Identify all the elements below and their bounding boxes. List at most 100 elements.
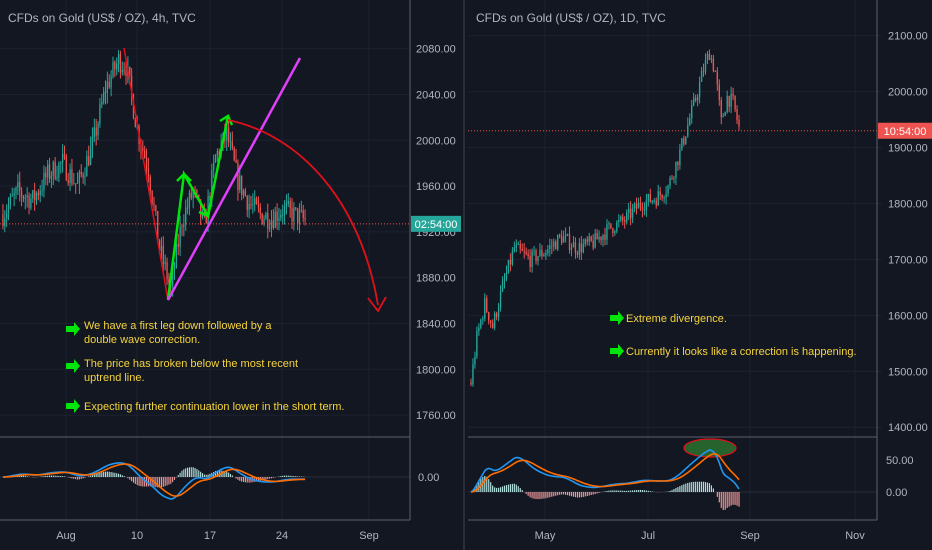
- candle[interactable]: [541, 244, 543, 260]
- candle[interactable]: [125, 61, 127, 85]
- candle[interactable]: [606, 219, 608, 245]
- candle[interactable]: [570, 243, 573, 257]
- candle[interactable]: [164, 254, 166, 271]
- candle[interactable]: [268, 219, 271, 233]
- candle[interactable]: [486, 295, 488, 314]
- candle[interactable]: [692, 92, 695, 107]
- candle[interactable]: [490, 320, 492, 328]
- candle[interactable]: [590, 235, 592, 243]
- candle[interactable]: [683, 135, 685, 147]
- candle[interactable]: [259, 203, 261, 220]
- candle[interactable]: [149, 174, 151, 198]
- candle[interactable]: [302, 204, 304, 223]
- candle[interactable]: [166, 257, 168, 285]
- candle[interactable]: [144, 145, 146, 159]
- price-axis-1d[interactable]: 1400.00 1500.00 1600.00 1700.00 1800.00 1900.…: [888, 31, 928, 435]
- candle[interactable]: [708, 49, 711, 61]
- candle[interactable]: [106, 71, 109, 104]
- candle[interactable]: [270, 209, 273, 238]
- candle[interactable]: [287, 193, 289, 207]
- candle[interactable]: [41, 179, 43, 197]
- candle[interactable]: [117, 50, 120, 73]
- candle[interactable]: [610, 223, 612, 230]
- candle[interactable]: [22, 194, 25, 203]
- candle[interactable]: [560, 230, 563, 246]
- candle[interactable]: [114, 60, 116, 78]
- candle[interactable]: [37, 188, 40, 201]
- candle[interactable]: [631, 204, 634, 224]
- candle[interactable]: [20, 187, 23, 207]
- candle[interactable]: [574, 237, 577, 259]
- candle[interactable]: [493, 311, 496, 331]
- candle[interactable]: [216, 148, 219, 162]
- candle[interactable]: [47, 159, 49, 186]
- candle[interactable]: [484, 293, 486, 322]
- candle[interactable]: [691, 99, 693, 124]
- candle[interactable]: [33, 182, 36, 211]
- candle[interactable]: [549, 238, 551, 257]
- candle[interactable]: [257, 196, 260, 213]
- candle[interactable]: [48, 157, 51, 183]
- candle[interactable]: [108, 74, 110, 89]
- candle[interactable]: [671, 174, 673, 181]
- candle[interactable]: [65, 153, 67, 181]
- candle[interactable]: [296, 207, 299, 231]
- candle[interactable]: [89, 136, 92, 166]
- candle[interactable]: [227, 118, 230, 148]
- candle[interactable]: [551, 239, 553, 255]
- candle[interactable]: [718, 79, 720, 106]
- candle[interactable]: [511, 246, 514, 267]
- candle[interactable]: [653, 198, 655, 204]
- candle[interactable]: [588, 232, 590, 246]
- candle[interactable]: [26, 187, 28, 208]
- candle[interactable]: [736, 105, 738, 125]
- candle[interactable]: [80, 164, 82, 178]
- green-double-wave-line[interactable]: [166, 115, 230, 301]
- candle[interactable]: [242, 188, 245, 199]
- candle[interactable]: [710, 54, 713, 64]
- candle[interactable]: [185, 199, 187, 231]
- candle[interactable]: [491, 319, 494, 329]
- candle[interactable]: [130, 68, 133, 106]
- candle[interactable]: [39, 184, 41, 203]
- candle[interactable]: [533, 245, 535, 256]
- candle[interactable]: [15, 186, 17, 200]
- candle[interactable]: [722, 113, 724, 118]
- candle[interactable]: [582, 238, 585, 254]
- candle[interactable]: [543, 252, 545, 257]
- candle[interactable]: [244, 187, 247, 197]
- candle[interactable]: [677, 161, 679, 171]
- candle[interactable]: [278, 207, 280, 231]
- candle[interactable]: [519, 239, 521, 254]
- candle[interactable]: [71, 158, 73, 187]
- candle[interactable]: [696, 93, 699, 107]
- candle[interactable]: [58, 161, 60, 183]
- candle[interactable]: [78, 169, 81, 195]
- candle[interactable]: [641, 202, 644, 218]
- candle[interactable]: [190, 188, 192, 201]
- candle[interactable]: [627, 202, 630, 220]
- candle[interactable]: [147, 157, 150, 183]
- candle[interactable]: [474, 351, 476, 369]
- candle[interactable]: [525, 247, 527, 256]
- candle[interactable]: [155, 204, 157, 216]
- candle[interactable]: [101, 93, 103, 109]
- candle[interactable]: [608, 221, 610, 230]
- candle[interactable]: [283, 200, 286, 225]
- candle[interactable]: [600, 236, 602, 246]
- candle[interactable]: [665, 185, 667, 205]
- candle[interactable]: [45, 166, 47, 186]
- candle[interactable]: [214, 154, 217, 164]
- candle[interactable]: [539, 243, 541, 257]
- candle[interactable]: [734, 95, 736, 113]
- candle[interactable]: [515, 239, 518, 253]
- candle[interactable]: [151, 190, 153, 207]
- candle[interactable]: [63, 145, 66, 160]
- candle[interactable]: [298, 203, 301, 234]
- candle[interactable]: [576, 250, 579, 258]
- candle[interactable]: [537, 255, 539, 266]
- candle[interactable]: [523, 243, 525, 259]
- candle[interactable]: [82, 172, 84, 184]
- candle[interactable]: [517, 241, 519, 245]
